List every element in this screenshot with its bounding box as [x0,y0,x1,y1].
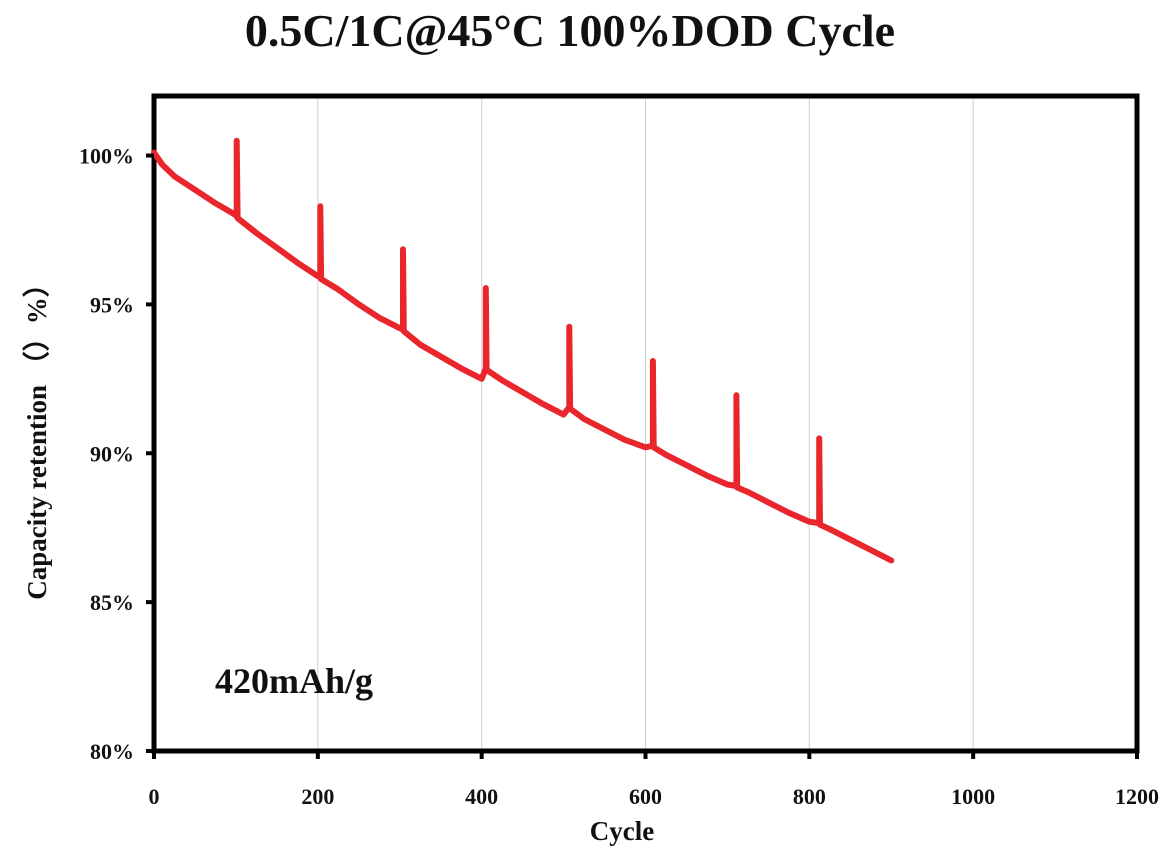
x-axis-ticks: 0 200 400 600 800 1000 1200 [149,751,1159,809]
y-tick-label: 80% [90,739,134,764]
series-layer [151,137,895,564]
x-axis-title: Cycle [590,816,654,846]
y-tick-label: 90% [90,441,134,466]
x-tick-label: 400 [465,784,498,809]
y-axis-ticks: 80% 85% 90% 95% 100% [79,144,154,764]
chart-title: 0.5C/1C@45°C 100%DOD Cycle [245,5,895,56]
y-tick-label: 100% [79,144,134,169]
x-tick-label: 1200 [1115,784,1159,809]
y-axis-title: Capacity retention （）%） [22,270,52,599]
y-tick-label: 85% [90,590,134,615]
x-tick-label: 800 [793,784,826,809]
series-line [151,137,895,564]
grid-lines [317,96,974,751]
x-tick-label: 1000 [951,784,995,809]
x-tick-label: 600 [629,784,662,809]
x-tick-label: 0 [149,784,160,809]
x-tick-label: 200 [301,784,334,809]
annotation-label: 420mAh/g [215,661,373,701]
y-tick-label: 95% [90,292,134,317]
